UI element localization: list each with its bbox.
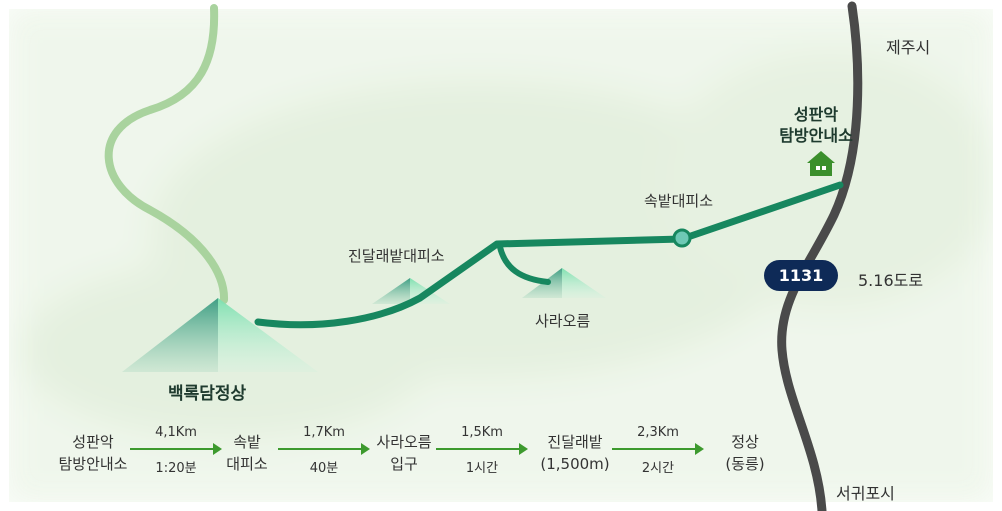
segment-time: 1:20분	[155, 461, 197, 476]
route-stop: 성판악 탐방안내소	[38, 431, 148, 475]
trail-sara-branch	[497, 244, 551, 285]
route-stop: 진달래밭 (1,500m)	[532, 431, 618, 475]
trail-main	[254, 181, 844, 329]
route-stop: 속밭 대피소	[212, 431, 282, 475]
road-number-badge: 1131	[764, 260, 838, 291]
route-stop-line2: 탐방안내소	[58, 455, 128, 473]
arrow-right-icon	[213, 443, 222, 455]
route-stop: 정상 (동릉)	[710, 431, 780, 475]
arrow-right-icon	[361, 443, 370, 455]
segment-time: 1시간	[465, 461, 499, 476]
summit-mountain	[122, 298, 318, 372]
route-stop-line2: (동릉)	[725, 455, 765, 473]
arrow-right-icon	[519, 443, 528, 455]
route-stop: 사라오름 입구	[364, 431, 444, 475]
summit-label: 백록담정상	[168, 384, 247, 404]
route-stop-line1: 정상	[731, 433, 759, 451]
sokbat-shelter-label: 속밭대피소	[644, 192, 714, 210]
segment-time: 2시간	[641, 461, 675, 476]
segment-distance: 4,1Km	[155, 425, 197, 440]
arrow-right-icon	[695, 443, 704, 455]
route-stop-line1: 속밭	[233, 433, 261, 451]
stream-path	[104, 4, 229, 304]
segment-arrow-line	[278, 448, 364, 450]
visitor-center-label: 성판악 탐방안내소	[766, 104, 866, 146]
city-label-seogwipo: 서귀포시	[836, 484, 895, 503]
route-segment: 2,3Km 2시간	[612, 423, 704, 483]
route-stop-line1: 사라오름	[376, 433, 432, 451]
route-stop-line2: (1,500m)	[540, 455, 610, 473]
route-segment: 4,1Km 1:20분	[130, 423, 222, 483]
sokbat-shelter-marker	[672, 228, 692, 248]
house-icon	[807, 151, 835, 176]
segment-distance: 1,7Km	[303, 425, 345, 440]
segment-distance: 2,3Km	[637, 425, 679, 440]
segment-arrow-line	[612, 448, 698, 450]
visitor-center-line1: 성판악	[793, 105, 839, 124]
route-stop-line2: 입구	[390, 455, 418, 473]
visitor-center-line2: 탐방안내소	[779, 126, 853, 145]
route-stop-line2: 대피소	[226, 455, 268, 473]
segment-time: 40분	[309, 461, 339, 476]
segment-arrow-line	[436, 448, 522, 450]
route-segment: 1,7Km 40분	[278, 423, 370, 483]
road-name-label: 5.16도로	[858, 271, 924, 290]
route-segment: 1,5Km 1시간	[436, 423, 528, 483]
sara-oreum-label: 사라오름	[535, 312, 591, 330]
route-stop-line1: 진달래밭	[547, 433, 603, 451]
segment-distance: 1,5Km	[461, 425, 503, 440]
jindallae-shelter-label: 진달래밭대피소	[348, 247, 445, 265]
segment-arrow-line	[130, 448, 216, 450]
city-label-jeju: 제주시	[886, 38, 931, 57]
route-stop-line1: 성판악	[72, 433, 114, 451]
